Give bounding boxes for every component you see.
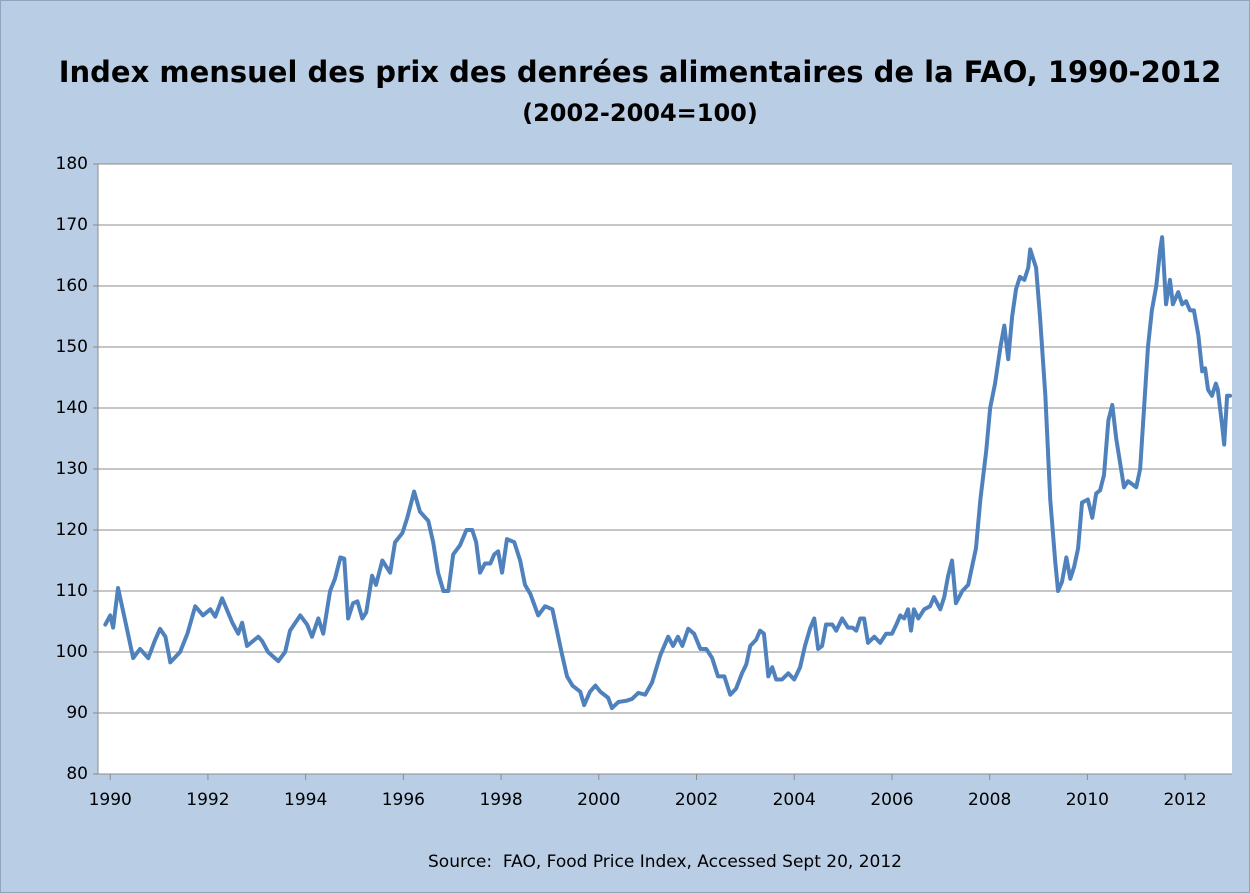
x-tick-label: 1998 [479,790,522,810]
y-tick-label: 170 [56,215,88,235]
x-tick-label: 2010 [1066,790,1109,810]
y-tick-label: 110 [56,581,88,601]
x-tick-label: 2012 [1163,790,1206,810]
y-tick-label: 80 [66,764,88,784]
y-tick-label: 140 [56,398,88,418]
y-tick-label: 180 [56,154,88,174]
y-tick-label: 150 [56,337,88,357]
x-tick-label: 1992 [186,790,229,810]
chart-subtitle: (2002-2004=100) [522,99,758,127]
y-tick-label: 130 [56,459,88,479]
data-line [103,235,1233,711]
x-tick-label: 2006 [870,790,913,810]
x-tick-label: 2000 [577,790,620,810]
source-note: Source: FAO, Food Price Index, Accessed … [428,852,902,872]
chart-title: Index mensuel des prix des denrées alime… [59,55,1222,89]
y-tick-label: 90 [66,703,88,723]
x-tick-label: 2004 [773,790,816,810]
x-tick-label: 1990 [89,790,132,810]
x-tick-label: 2008 [968,790,1011,810]
x-tick-label: 2002 [675,790,718,810]
x-tick-label: 1996 [382,790,425,810]
y-tick-label: 120 [56,520,88,540]
x-tick-label: 1994 [284,790,327,810]
y-tick-label: 100 [56,642,88,662]
y-tick-label: 160 [56,276,88,296]
